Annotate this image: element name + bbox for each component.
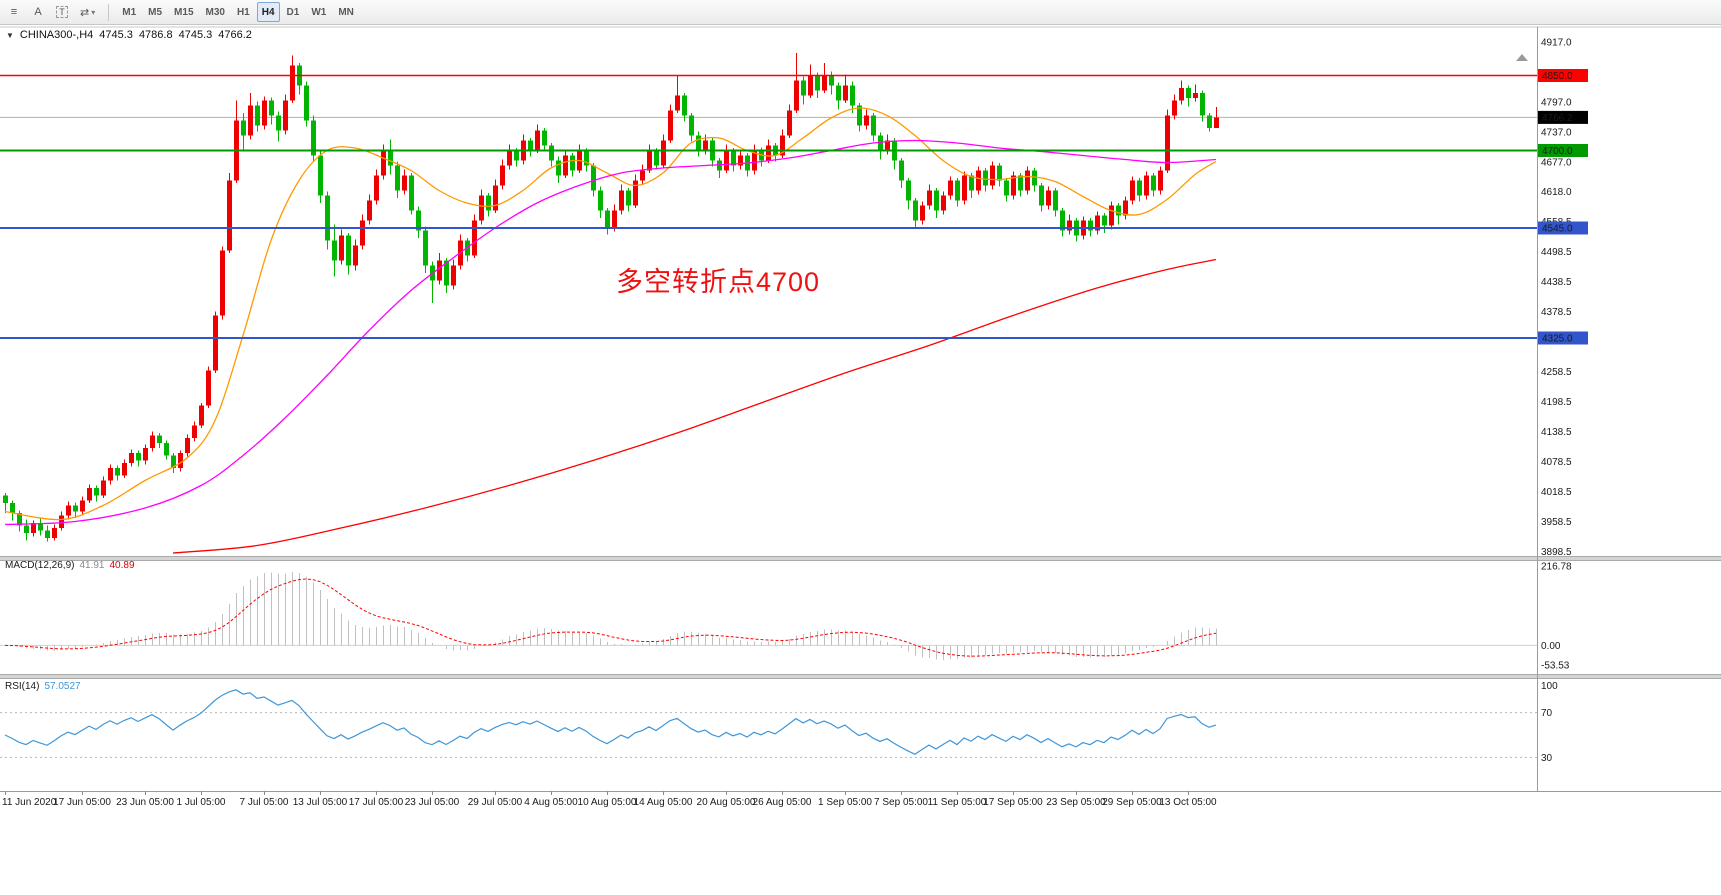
svg-text:7 Jul 05:00: 7 Jul 05:00 xyxy=(240,797,289,808)
chart-canvas[interactable]: 4917.04797.04737.04677.04618.04558.54498… xyxy=(0,25,1721,815)
svg-text:4737.0: 4737.0 xyxy=(1541,128,1572,139)
svg-text:4677.0: 4677.0 xyxy=(1541,158,1572,169)
svg-text:4766.2: 4766.2 xyxy=(1542,113,1573,124)
svg-text:4797.0: 4797.0 xyxy=(1541,98,1572,109)
svg-text:11 Sep 05:00: 11 Sep 05:00 xyxy=(928,797,987,808)
svg-text:4438.5: 4438.5 xyxy=(1541,277,1572,288)
svg-text:4917.0: 4917.0 xyxy=(1541,38,1572,49)
svg-text:4 Aug 05:00: 4 Aug 05:00 xyxy=(524,797,578,808)
price-tag-4700.0: 4700.0 xyxy=(1538,144,1588,157)
chart-list-icon[interactable]: ≡ xyxy=(10,6,18,18)
svg-text:10 Aug 05:00: 10 Aug 05:00 xyxy=(578,797,637,808)
svg-text:23 Jun 05:00: 23 Jun 05:00 xyxy=(116,797,174,808)
timeframe-M15[interactable]: M15 xyxy=(174,6,194,18)
svg-text:4850.0: 4850.0 xyxy=(1542,71,1573,82)
svg-text:11 Jun 2020: 11 Jun 2020 xyxy=(2,797,57,808)
svg-text:4198.5: 4198.5 xyxy=(1541,397,1572,408)
macd-signal-line xyxy=(4,578,1217,657)
candlestick-series xyxy=(3,53,1219,542)
axis-borders xyxy=(0,27,1721,792)
svg-text:17 Jul 05:00: 17 Jul 05:00 xyxy=(349,797,404,808)
ma-mid-line xyxy=(4,139,1217,526)
svg-text:4325.0: 4325.0 xyxy=(1542,334,1573,345)
timeframe-H4[interactable]: H4 xyxy=(256,2,280,22)
svg-text:26 Aug 05:00: 26 Aug 05:00 xyxy=(753,797,812,808)
svg-text:4545.0: 4545.0 xyxy=(1542,224,1573,235)
symbol-menu-icon[interactable]: ▼ xyxy=(6,30,14,40)
timeframe-group: M1 M5 M15 M30 H1 H4 D1 W1 MN xyxy=(117,2,359,22)
rsi-line xyxy=(4,689,1217,755)
svg-text:4018.5: 4018.5 xyxy=(1541,487,1572,498)
svg-text:17 Sep 05:00: 17 Sep 05:00 xyxy=(983,797,1043,808)
text-label-tool-icon[interactable]: T xyxy=(51,2,73,22)
timeframe-W1[interactable]: W1 xyxy=(311,6,327,18)
dropdown-caret-icon: ▾ xyxy=(91,7,96,17)
svg-text:4258.5: 4258.5 xyxy=(1541,367,1572,378)
svg-text:3958.5: 3958.5 xyxy=(1541,517,1572,528)
arrows-tool-icon[interactable]: ⇄ ▾ xyxy=(80,6,96,19)
macd-histogram xyxy=(12,571,1217,660)
rsi-scale[interactable]: 100 70 30 xyxy=(1541,681,1558,764)
svg-text:70: 70 xyxy=(1541,708,1553,719)
svg-text:13 Oct 05:00: 13 Oct 05:00 xyxy=(1159,797,1217,808)
macd-scale[interactable]: 216.78 0.00 -53.53 xyxy=(1541,561,1572,671)
price-tag-4325.0: 4325.0 xyxy=(1538,331,1588,345)
svg-text:0.00: 0.00 xyxy=(1541,641,1561,652)
svg-text:4618.0: 4618.0 xyxy=(1541,187,1572,198)
top-toolbar: ≡ A T ⇄ ▾ M1 M5 M15 M30 H1 H4 D1 W1 MN xyxy=(0,0,1721,25)
font-tool-icon[interactable]: A xyxy=(34,6,42,18)
timeframe-MN[interactable]: MN xyxy=(338,6,354,18)
svg-text:4138.5: 4138.5 xyxy=(1541,427,1572,438)
svg-text:4378.5: 4378.5 xyxy=(1541,307,1572,318)
svg-text:14 Aug 05:00: 14 Aug 05:00 xyxy=(634,797,693,808)
ma-slow-line xyxy=(172,258,1217,554)
drawing-tools-group: ≡ A T ⇄ ▾ xyxy=(3,2,100,22)
svg-text:4700.0: 4700.0 xyxy=(1542,146,1573,157)
timeframe-M30[interactable]: M30 xyxy=(205,6,225,18)
timeframe-H1[interactable]: H1 xyxy=(236,6,250,18)
timeframe-M1[interactable]: M1 xyxy=(122,6,137,18)
toolbar-separator xyxy=(108,3,110,21)
panel-splitter-1[interactable] xyxy=(0,556,1721,561)
price-tag-4850.0: 4850.0 xyxy=(1538,69,1588,82)
timeframe-M5[interactable]: M5 xyxy=(148,6,163,18)
price-tag-4545.0: 4545.0 xyxy=(1538,221,1588,235)
svg-text:23 Jul 05:00: 23 Jul 05:00 xyxy=(405,797,460,808)
rsi-pane[interactable] xyxy=(0,712,1537,758)
svg-text:3898.5: 3898.5 xyxy=(1541,547,1572,558)
svg-text:30: 30 xyxy=(1541,753,1553,764)
svg-text:216.78: 216.78 xyxy=(1541,561,1572,572)
svg-text:29 Jul 05:00: 29 Jul 05:00 xyxy=(468,797,523,808)
svg-text:23 Sep 05:00: 23 Sep 05:00 xyxy=(1046,797,1106,808)
svg-text:20 Aug 05:00: 20 Aug 05:00 xyxy=(697,797,756,808)
svg-text:100: 100 xyxy=(1541,681,1558,692)
svg-text:13 Jul 05:00: 13 Jul 05:00 xyxy=(293,797,348,808)
ma-fast-line xyxy=(4,107,1217,521)
svg-text:1 Sep 05:00: 1 Sep 05:00 xyxy=(818,797,872,808)
timeframe-D1[interactable]: D1 xyxy=(286,6,300,18)
svg-text:7 Sep 05:00: 7 Sep 05:00 xyxy=(874,797,928,808)
svg-text:1 Jul 05:00: 1 Jul 05:00 xyxy=(177,797,226,808)
svg-text:4078.5: 4078.5 xyxy=(1541,457,1572,468)
svg-text:29 Sep 05:00: 29 Sep 05:00 xyxy=(1102,797,1162,808)
chart-shift-marker-icon xyxy=(1516,54,1528,61)
svg-text:4498.5: 4498.5 xyxy=(1541,247,1572,258)
panel-splitter-2[interactable] xyxy=(0,674,1721,679)
current-price-tag: 4766.2 xyxy=(1538,110,1588,124)
svg-text:17 Jun 05:00: 17 Jun 05:00 xyxy=(53,797,111,808)
svg-text:-53.53: -53.53 xyxy=(1541,661,1570,672)
